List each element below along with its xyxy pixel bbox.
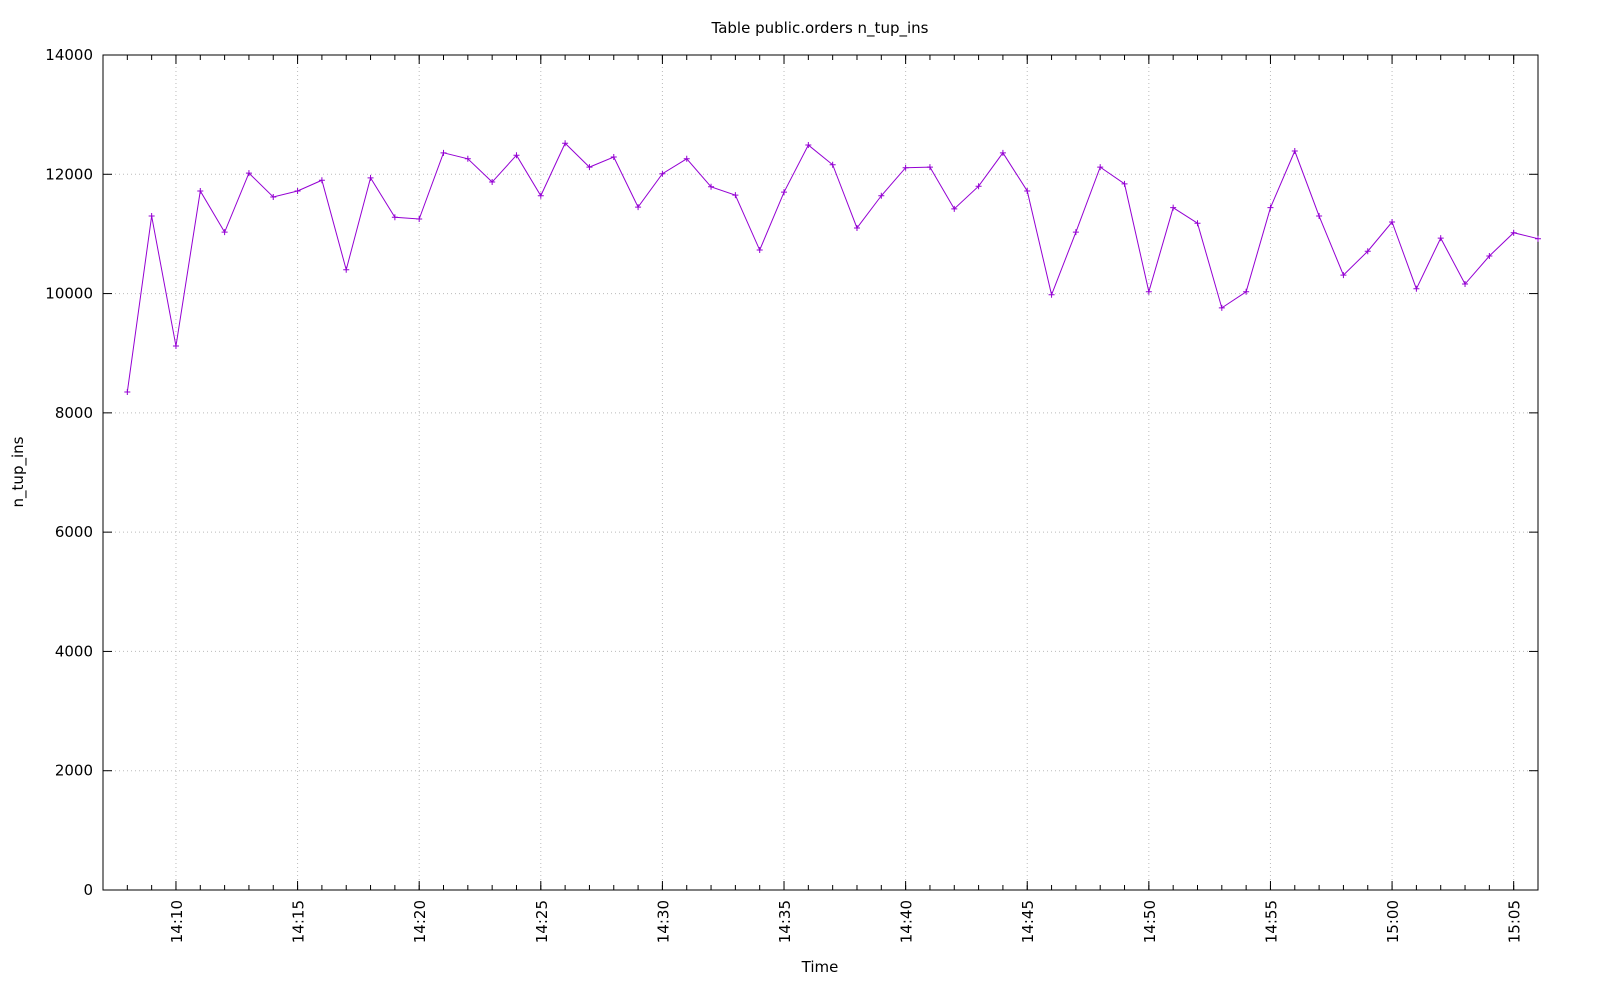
data-point [1316,213,1323,220]
data-point [148,213,155,220]
data-point [537,192,544,199]
data-point [318,177,325,184]
data-point [1437,235,1444,242]
x-tick-label: 14:35 [776,900,794,943]
data-point [489,179,496,186]
data-point [245,170,252,177]
data-point [1145,288,1152,295]
y-tick-label: 14000 [45,46,93,64]
data-point [270,193,277,200]
data-point [1340,272,1347,279]
y-tick-label: 6000 [55,523,93,541]
data-point [1413,285,1420,292]
data-point [172,343,179,350]
data-point [1291,148,1298,155]
data-point [951,205,958,212]
data-point [756,247,763,254]
y-tick-label: 0 [83,881,93,899]
data-point [1170,204,1177,211]
data-point [975,183,982,190]
data-point [926,164,933,171]
x-tick-label: 15:05 [1506,900,1524,943]
data-point [853,224,860,231]
data-point [197,187,204,194]
data-point [1510,229,1517,236]
y-tick-label: 4000 [55,642,93,660]
data-point [1486,252,1493,259]
data-point [1024,187,1031,194]
data-point [343,266,350,273]
data-point [391,214,398,221]
data-point [1535,235,1541,242]
data-point [708,183,715,190]
data-point [999,149,1006,156]
data-point [635,204,642,211]
data-point [1097,164,1104,171]
data-point [659,170,666,177]
x-tick-label: 14:10 [168,900,186,943]
data-point [1267,204,1274,211]
x-tick-label: 14:25 [533,900,551,943]
x-tick-label: 14:55 [1262,900,1280,943]
data-point [805,142,812,149]
x-tick-label: 14:40 [898,900,916,943]
data-point [781,189,788,196]
data-point [683,155,690,162]
x-tick-label: 14:30 [654,900,672,943]
data-point [732,192,739,199]
x-tick-label: 14:15 [290,900,308,943]
y-tick-label: 12000 [45,165,93,183]
y-tick-label: 2000 [55,762,93,780]
data-point [586,164,593,171]
data-point [610,153,617,160]
data-point [416,216,423,223]
y-tick-label: 10000 [45,285,93,303]
data-point [878,192,885,199]
data-point [124,388,131,395]
data-point [1121,180,1128,187]
data-point [294,187,301,194]
data-point [1364,248,1371,255]
plot-border [102,54,1539,891]
data-point [221,229,228,236]
data-point [902,164,909,171]
x-tick-label: 14:20 [411,900,429,943]
data-point [367,174,374,181]
data-point [464,155,471,162]
chart-title: Table public.orders n_tup_ins [711,19,929,38]
data-point [440,149,447,156]
data-point [829,161,836,168]
data-point [1218,304,1225,311]
x-tick-label: 14:50 [1141,900,1159,943]
x-tick-label: 15:00 [1384,900,1402,943]
data-point [562,140,569,147]
data-point [1048,291,1055,298]
x-axis-label: Time [801,958,839,976]
y-tick-label: 8000 [55,404,93,422]
data-point [513,152,520,159]
data-point [1194,220,1201,227]
data-point [1072,229,1079,236]
y-axis-label: n_tup_ins [9,436,28,507]
data-line [126,142,1539,393]
data-point [1462,281,1469,288]
data-point [1243,288,1250,295]
data-point [1389,219,1396,225]
x-tick-label: 14:45 [1019,900,1037,943]
